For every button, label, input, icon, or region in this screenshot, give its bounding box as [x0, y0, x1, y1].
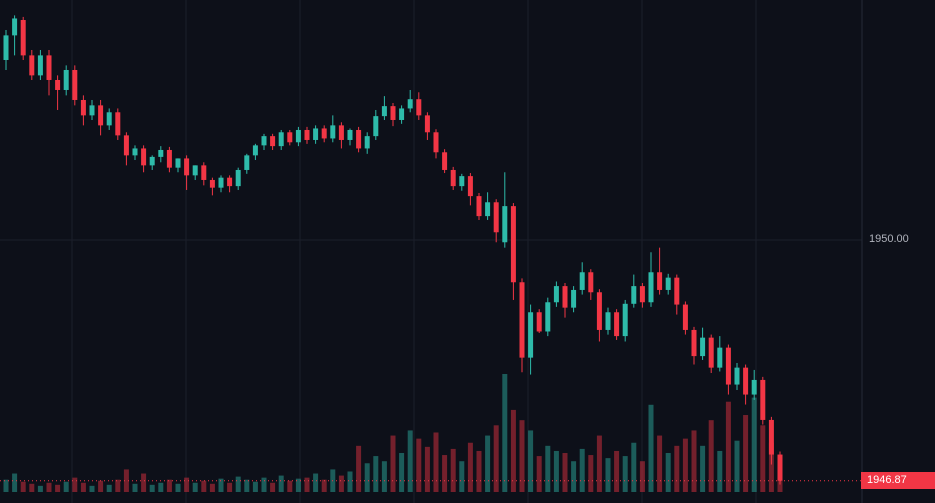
price-axis[interactable]: [862, 0, 935, 503]
